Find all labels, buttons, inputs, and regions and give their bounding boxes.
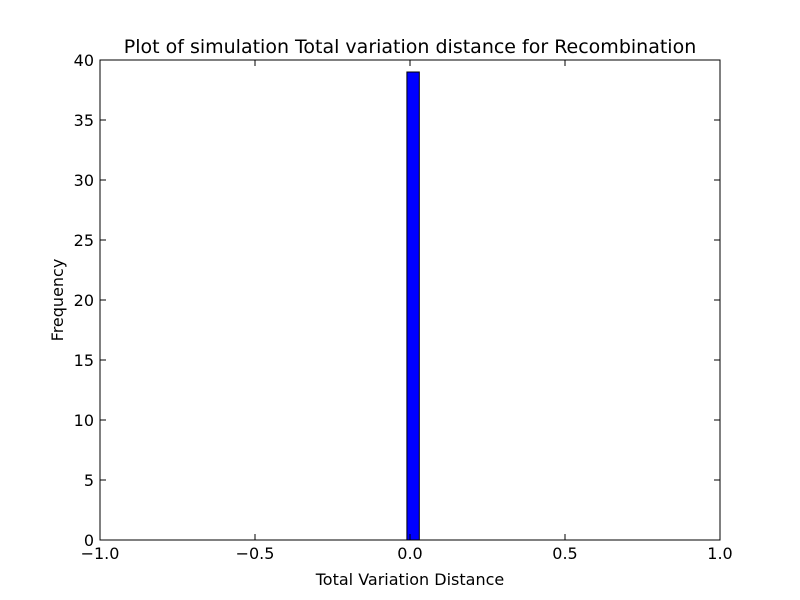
y-tick-label: 20 (74, 291, 94, 310)
chart-title: Plot of simulation Total variation dista… (124, 36, 697, 58)
x-tick-label: 1.0 (707, 544, 732, 563)
y-tick-label: 40 (74, 51, 94, 70)
plot-frame (99, 59, 721, 541)
y-tick-label: 10 (74, 411, 94, 430)
x-tick-label: −0.5 (236, 544, 275, 563)
y-tick-label: 15 (74, 351, 94, 370)
y-tick-label: 35 (74, 111, 94, 130)
y-tick-label: 5 (84, 471, 94, 490)
x-tick-label: 0.5 (552, 544, 577, 563)
bars-group (406, 71, 420, 541)
y-tick-label: 30 (74, 171, 94, 190)
x-axis-label: Total Variation Distance (315, 570, 504, 589)
y-axis-label: Frequency (48, 259, 67, 342)
histogram-bar (406, 71, 420, 541)
y-tick-label: 25 (74, 231, 94, 250)
x-tick-label: 0.0 (397, 544, 422, 563)
x-tick-label: −1.0 (81, 544, 120, 563)
y-tick-label: 0 (84, 531, 94, 550)
tick-labels-group: −1.0 −0.5 0.0 0.5 1.0 0 5 10 15 20 25 30 35 40 (74, 51, 733, 563)
